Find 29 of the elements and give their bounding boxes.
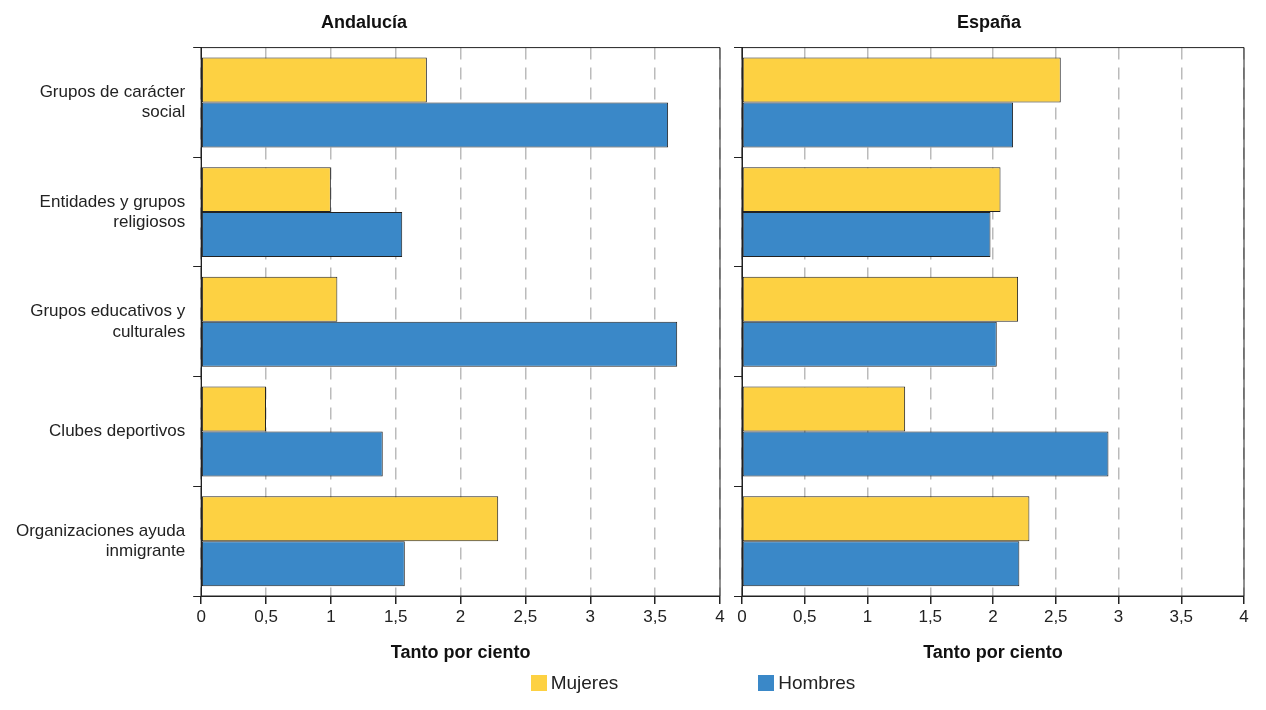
x-axis-title: Tanto por ciento: [923, 642, 1063, 663]
x-tick-label: 0,5: [254, 606, 278, 626]
x-tick-label: 2,5: [513, 606, 538, 626]
x-tick-label: 3,5: [643, 606, 667, 626]
x-tick-label: 0: [737, 606, 747, 626]
x-tick-label: 2: [988, 606, 998, 626]
x-tick-label: 4: [715, 606, 725, 626]
chart-title: Andalucía: [320, 11, 408, 32]
x-tick-label: 4: [1239, 606, 1249, 626]
chart-title: España: [956, 11, 1022, 32]
y-tick-label: Entidades y grupos religiosos: [39, 191, 186, 232]
x-tick-label: 2: [455, 606, 466, 626]
y-tick-label: Grupos educativos y culturales: [30, 301, 186, 341]
y-tick-label: Organizaciones ayuda inmigrante: [15, 520, 186, 561]
legend-label: Mujeres: [550, 672, 619, 694]
x-tick-label: 0,5: [792, 606, 817, 626]
x-tick-label: 1,5: [918, 606, 943, 626]
x-tick-label: 1,5: [383, 606, 408, 626]
x-tick-label: 0: [196, 606, 206, 626]
y-tick-label: Grupos de carácter social: [39, 81, 186, 122]
x-tick-label: 1: [326, 606, 336, 626]
x-tick-label: 3: [1113, 606, 1124, 626]
x-tick-label: 3: [585, 606, 596, 626]
x-tick-label: 2,5: [1043, 606, 1068, 626]
x-tick-label: 1: [862, 606, 873, 626]
legend-label: Hombres: [778, 672, 856, 694]
x-tick-label: 3,5: [1169, 606, 1194, 626]
y-tick-label: Clubes deportivos: [49, 421, 186, 441]
x-axis-title: Tanto por ciento: [390, 642, 531, 663]
